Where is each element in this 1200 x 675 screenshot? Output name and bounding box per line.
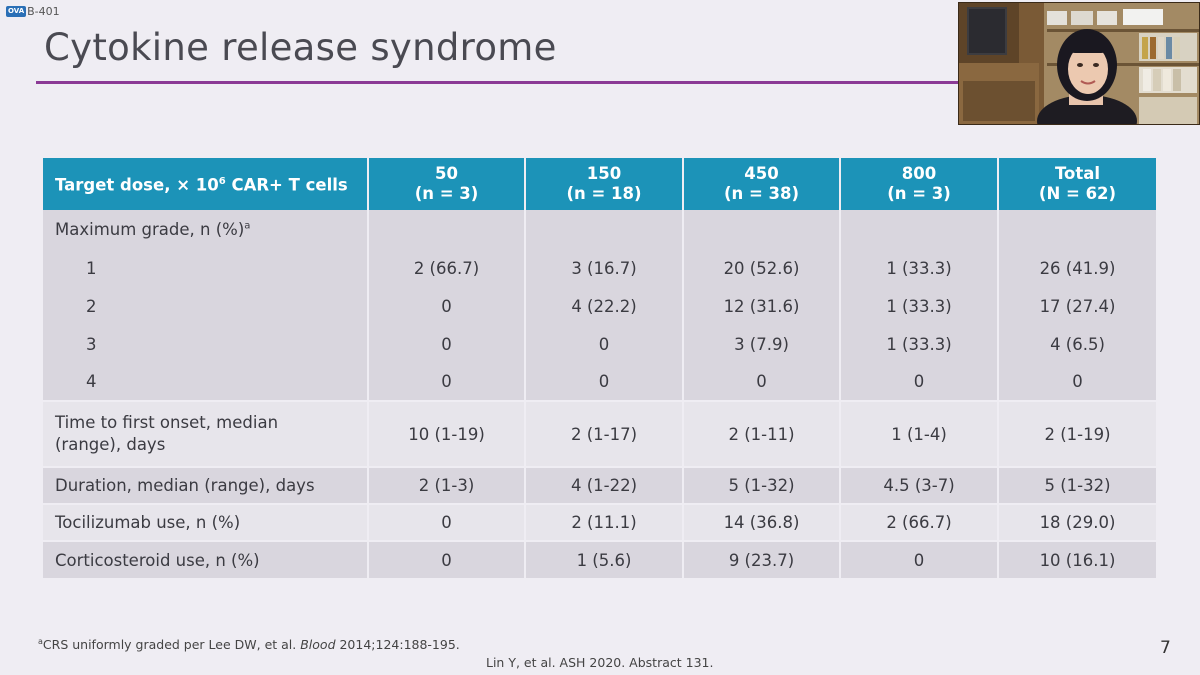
table-row-corticosteroid: Corticosteroid use, n (%) 0 1 (5.6) 9 (2… (43, 540, 1156, 578)
header-dose-450: 450 (n = 38) (683, 158, 841, 210)
table-cell: 2 (11.1) (525, 503, 684, 541)
table-cell: 10 (16.1) (998, 540, 1156, 578)
table-cell: 2 (1-3) (368, 466, 526, 504)
table-cell: 2 (1-19) (998, 400, 1156, 467)
footnote: aCRS uniformly graded per Lee DW, et al.… (38, 637, 460, 653)
table-header-row: Target dose, × 106 CAR+ T cells 50 (n = 3… (43, 158, 1156, 210)
grade-label: 1 (43, 249, 369, 287)
table-cell: 2 (1-17) (525, 400, 684, 467)
header-dose-50: 50 (n = 3) (368, 158, 526, 210)
slide-title: Cytokine release syndrome (44, 26, 557, 69)
table-cell: 0 (368, 540, 526, 578)
crs-table: Target dose, × 106 CAR+ T cells 50 (n = 3… (43, 158, 1156, 578)
table-cell: 4 (1-22) (525, 466, 684, 504)
table-cell: 20 (52.6) (683, 249, 841, 287)
row-label: Duration, median (range), days (43, 466, 369, 504)
table-row-grade-1: 1 2 (66.7) 3 (16.7) 20 (52.6) 1 (33.3) 2… (43, 249, 1156, 287)
table-row-grade-4: 4 0 0 0 0 0 (43, 363, 1156, 401)
table-cell: 4.5 (3-7) (840, 466, 999, 504)
table-cell: 14 (36.8) (683, 503, 841, 541)
table-cell: 3 (16.7) (525, 249, 684, 287)
table-row-max-grade: Maximum grade, n (%)a (43, 210, 1156, 249)
header-dose-150: 150 (n = 18) (525, 158, 684, 210)
table-cell: 0 (368, 363, 526, 401)
table-cell: 0 (525, 363, 684, 401)
table-cell: 9 (23.7) (683, 540, 841, 578)
presenter-video-image (959, 3, 1199, 124)
table-cell: 2 (66.7) (840, 503, 999, 541)
table-cell: 5 (1-32) (998, 466, 1156, 504)
table-cell: 2 (66.7) (368, 249, 526, 287)
grade-label: 3 (43, 325, 369, 363)
table-cell: 0 (368, 325, 526, 363)
table-cell: 1 (33.3) (840, 249, 999, 287)
table-cell: 12 (31.6) (683, 287, 841, 325)
table-cell: 2 (1-11) (683, 400, 841, 467)
table-cell: 4 (6.5) (998, 325, 1156, 363)
table-cell: 0 (840, 363, 999, 401)
table-cell: 18 (29.0) (998, 503, 1156, 541)
table-cell: 5 (1-32) (683, 466, 841, 504)
table-cell: 26 (41.9) (998, 249, 1156, 287)
table-cell: 0 (840, 540, 999, 578)
header-dose-800: 800 (n = 3) (840, 158, 999, 210)
slide-tag: OVA B-401 (6, 5, 60, 18)
table-cell: 10 (1-19) (368, 400, 526, 467)
table-cell: 0 (368, 503, 526, 541)
row-label: Maximum grade, n (%)a (43, 210, 369, 249)
table-cell: 0 (683, 363, 841, 401)
table-row-time-to-onset: Time to first onset, median (range), days… (43, 400, 1156, 467)
table-cell: 3 (7.9) (683, 325, 841, 363)
table-row-grade-2: 2 0 4 (22.2) 12 (31.6) 1 (33.3) 17 (27.4… (43, 287, 1156, 325)
row-label: Corticosteroid use, n (%) (43, 540, 369, 578)
page-number: 7 (1160, 638, 1171, 658)
row-label: Time to first onset, median (range), days (43, 400, 369, 467)
grade-label: 4 (43, 363, 369, 401)
title-divider (36, 81, 960, 84)
header-total: Total (N = 62) (998, 158, 1156, 210)
citation: Lin Y, et al. ASH 2020. Abstract 131. (486, 655, 714, 670)
table-cell: 17 (27.4) (998, 287, 1156, 325)
table-row-duration: Duration, median (range), days 2 (1-3) 4… (43, 466, 1156, 504)
table-cell: 1 (33.3) (840, 287, 999, 325)
row-label: Tocilizumab use, n (%) (43, 503, 369, 541)
table-row-grade-3: 3 0 0 3 (7.9) 1 (33.3) 4 (6.5) (43, 325, 1156, 363)
slide-tag-text: B-401 (27, 5, 60, 18)
table-cell: 4 (22.2) (525, 287, 684, 325)
table-cell: 0 (368, 287, 526, 325)
table-cell: 1 (1-4) (840, 400, 999, 467)
slide-tag-badge: OVA (6, 6, 27, 17)
table-cell: 1 (5.6) (525, 540, 684, 578)
table-cell: 0 (998, 363, 1156, 401)
table-row-tocilizumab: Tocilizumab use, n (%) 0 2 (11.1) 14 (36… (43, 503, 1156, 541)
table-cell: 0 (525, 325, 684, 363)
table-cell: 1 (33.3) (840, 325, 999, 363)
header-target-dose: Target dose, × 106 CAR+ T cells (43, 158, 369, 210)
presenter-video (958, 2, 1200, 125)
grade-label: 2 (43, 287, 369, 325)
